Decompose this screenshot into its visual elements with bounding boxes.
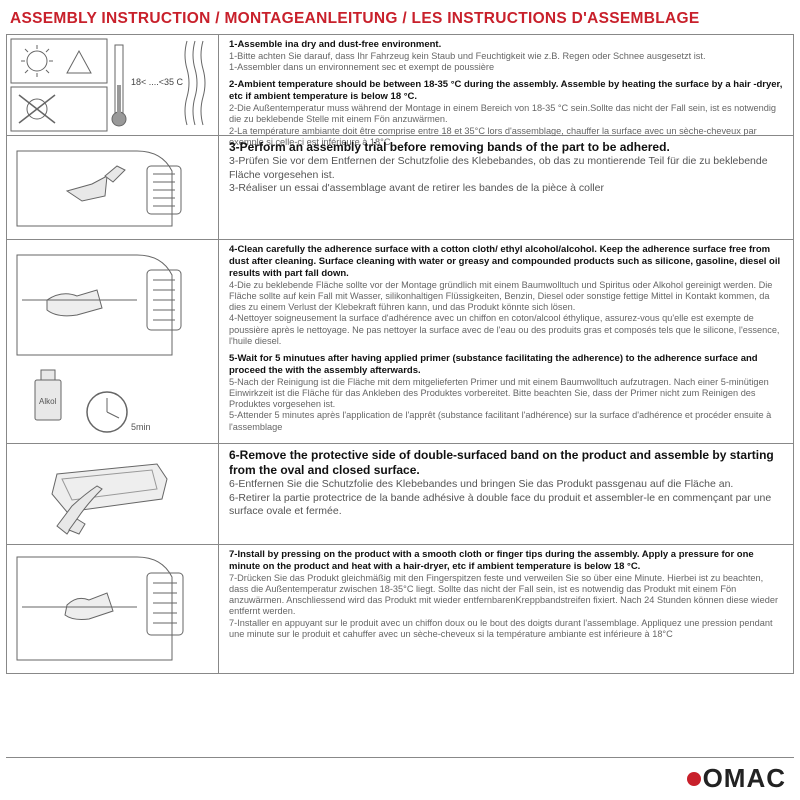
page-title: ASSEMBLY INSTRUCTION / MONTAGEANLEITUNG …	[6, 6, 794, 34]
instruction-text: 4-Clean carefully the adherence surface …	[219, 240, 793, 443]
step-translation: 6-Retirer la partie protectrice de la ba…	[229, 492, 785, 519]
step-translation: 3-Prüfen Sie vor dem Entfernen der Schut…	[229, 155, 785, 182]
logo-dot-icon	[687, 772, 701, 786]
step-translation: 7-Installer en appuyant sur le produit a…	[229, 618, 785, 640]
illustration-press-icon	[7, 545, 219, 673]
svg-text:5min: 5min	[131, 422, 151, 432]
logo: OMAC	[687, 763, 786, 794]
step-translation: 6-Entfernen Sie die Schutzfolie des Kleb…	[229, 478, 785, 492]
footer-divider	[6, 757, 794, 758]
step-translation: 1-Bitte achten Sie darauf, dass Ihr Fahr…	[229, 51, 785, 62]
instruction-text: 6-Remove the protective side of double-s…	[219, 444, 793, 544]
step-heading: 5-Wait for 5 minutues after having appli…	[229, 353, 785, 377]
step-translation: 5-Nach der Reinigung ist die Fläche mit …	[229, 377, 785, 411]
svg-text:Alkol: Alkol	[39, 397, 57, 406]
instruction-text: 7-Install by pressing on the product wit…	[219, 545, 793, 673]
illustration-temp-icon: 18< ....<35 C	[7, 35, 219, 135]
step-translation: 3-Réaliser un essai d'assemblage avant d…	[229, 182, 785, 196]
step-heading: 1-Assemble ina dry and dust-free environ…	[229, 39, 785, 51]
instruction-row: 18< ....<35 C 1-Assemble ina dry and dus…	[6, 34, 794, 136]
illustration-clean-icon: Alkol 5min	[7, 240, 219, 443]
step-translation: 7-Drücken Sie das Produkt gleichmäßig mi…	[229, 573, 785, 618]
instruction-row: 6-Remove the protective side of double-s…	[6, 443, 794, 545]
instruction-row: Alkol 5min 4-Clean carefully the adheren…	[6, 239, 794, 444]
instruction-text: 1-Assemble ina dry and dust-free environ…	[219, 35, 793, 135]
step-translation: 1-Assembler dans un environnement sec et…	[229, 62, 785, 73]
step-heading: 6-Remove the protective side of double-s…	[229, 448, 785, 478]
step-translation: 2-Die Außentemperatur muss während der M…	[229, 103, 785, 125]
step-heading: 2-Ambient temperature should be between …	[229, 79, 785, 103]
step-translation: 4-Nettoyer soigneusement la surface d'ad…	[229, 313, 785, 347]
illustration-trial-icon	[7, 136, 219, 239]
step-heading: 4-Clean carefully the adherence surface …	[229, 244, 785, 280]
svg-text:18< ....<35 C: 18< ....<35 C	[131, 77, 184, 87]
step-translation: 4-Die zu beklebende Fläche sollte vor de…	[229, 280, 785, 314]
step-heading: 3-Perform an assembly trial before remov…	[229, 140, 785, 155]
instruction-row: 7-Install by pressing on the product wit…	[6, 544, 794, 674]
illustration-remove-icon	[7, 444, 219, 544]
instruction-text: 3-Perform an assembly trial before remov…	[219, 136, 793, 239]
step-heading: 7-Install by pressing on the product wit…	[229, 549, 785, 573]
logo-text: OMAC	[703, 763, 786, 794]
instruction-row: 3-Perform an assembly trial before remov…	[6, 135, 794, 240]
step-translation: 5-Attender 5 minutes après l'application…	[229, 410, 785, 432]
